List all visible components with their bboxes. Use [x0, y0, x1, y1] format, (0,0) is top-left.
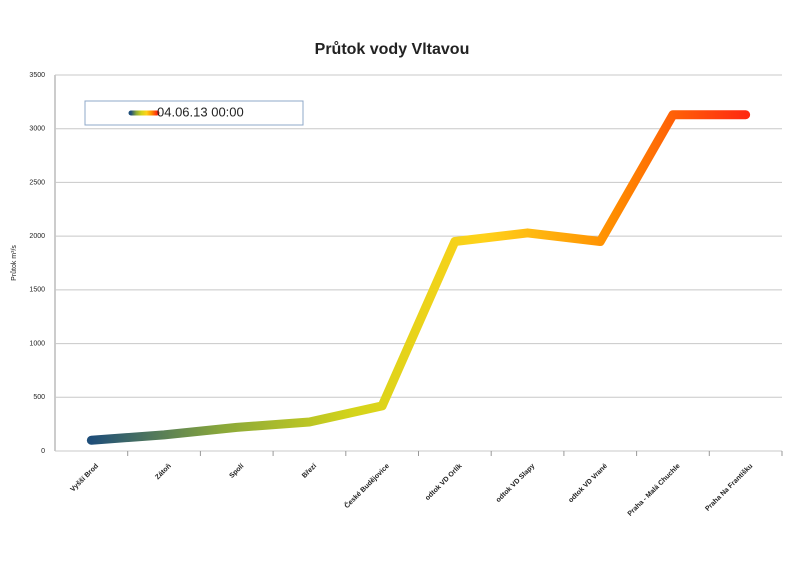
y-tick-label: 2500	[29, 179, 45, 186]
legend-label: 04.06.13 00:00	[157, 104, 244, 119]
y-tick-label: 1000	[29, 340, 45, 347]
y-tick-label: 3000	[29, 126, 45, 133]
y-tick-label: 3500	[29, 72, 45, 79]
y-tick-label: 1500	[29, 287, 45, 294]
y-tick-label: 2000	[29, 233, 45, 240]
y-axis-label: Průtok m³/s	[10, 245, 18, 281]
chart-title: Průtok vody Vltavou	[315, 41, 470, 58]
legend-box	[84, 100, 304, 126]
series-line	[86, 110, 751, 445]
y-tick-label: 0	[41, 448, 45, 455]
y-tick-label: 500	[33, 394, 45, 401]
